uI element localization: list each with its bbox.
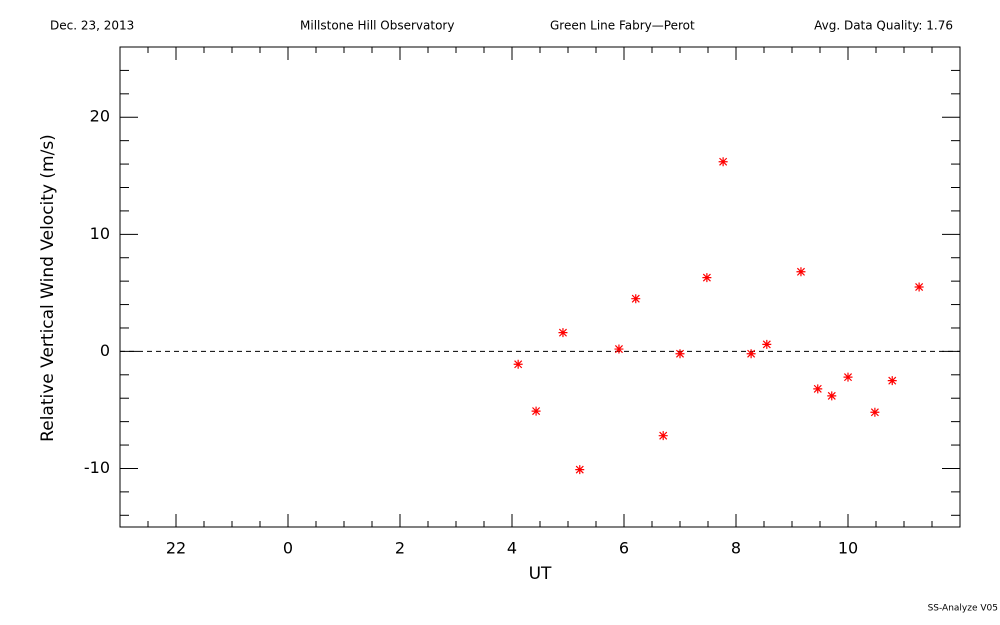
x-tick-label: 22 (166, 539, 186, 558)
point (914, 282, 924, 292)
point (762, 339, 772, 349)
point (796, 267, 806, 277)
point (675, 349, 685, 359)
y-tick-label: 0 (100, 341, 110, 360)
y-tick-label: 20 (90, 107, 110, 126)
x-tick-label: 2 (395, 539, 405, 558)
point (718, 157, 728, 167)
point (658, 431, 668, 441)
x-tick-label: 0 (283, 539, 293, 558)
header-instrument: Green Line Fabry—Perot (550, 19, 695, 33)
y-tick-label: 10 (90, 224, 110, 243)
x-axis-label: UT (529, 564, 552, 584)
header-date: Dec. 23, 2013 (50, 19, 134, 33)
point (575, 465, 585, 475)
point (870, 407, 880, 417)
point (513, 359, 523, 369)
point (702, 273, 712, 283)
header-observatory: Millstone Hill Observatory (300, 19, 454, 33)
footer: SS-Analyze V05 (928, 604, 998, 614)
point (843, 372, 853, 382)
x-tick-label: 4 (507, 539, 517, 558)
x-tick-label: 10 (838, 539, 858, 558)
point (746, 349, 756, 359)
header-quality: Avg. Data Quality: 1.76 (814, 19, 953, 33)
y-axis-label: Relative Vertical Wind Velocity (m/s) (38, 134, 58, 442)
point (614, 344, 624, 354)
x-tick-label: 8 (731, 539, 741, 558)
point (558, 328, 568, 338)
x-tick-label: 6 (619, 539, 629, 558)
point (827, 391, 837, 401)
point (887, 376, 897, 386)
point (813, 384, 823, 394)
point (531, 406, 541, 416)
y-tick-label: -10 (84, 458, 110, 477)
point (631, 294, 641, 304)
